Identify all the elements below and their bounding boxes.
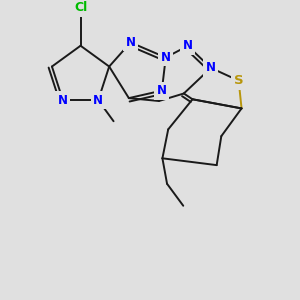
Text: N: N bbox=[126, 36, 136, 49]
Text: N: N bbox=[183, 39, 193, 52]
Text: S: S bbox=[234, 74, 244, 87]
Text: N: N bbox=[206, 61, 216, 74]
Text: Cl: Cl bbox=[74, 1, 87, 14]
Text: N: N bbox=[161, 51, 171, 64]
Text: N: N bbox=[58, 94, 68, 107]
Text: N: N bbox=[93, 94, 103, 107]
Text: N: N bbox=[157, 84, 167, 97]
